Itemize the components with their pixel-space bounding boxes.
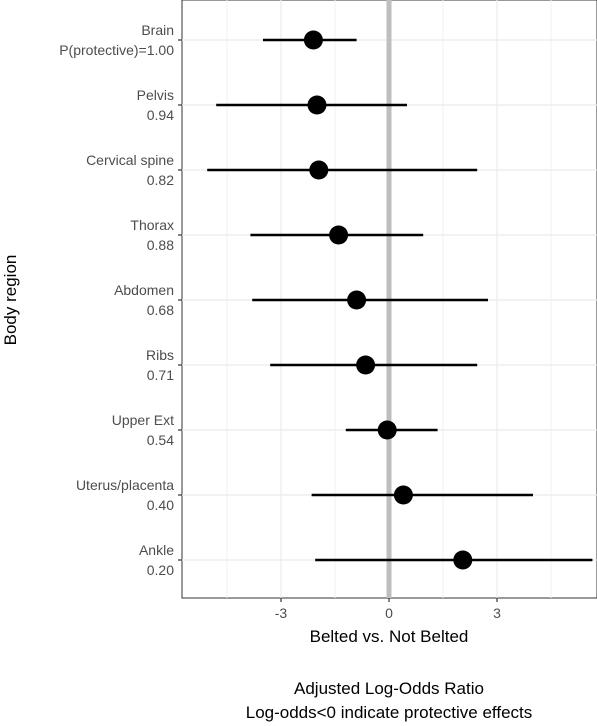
point-estimate — [393, 485, 413, 505]
subtitle-line-2: Log-odds<0 indicate protective effects — [246, 703, 533, 722]
point-estimate — [377, 420, 397, 440]
row-thorax: Thorax 0.88 — [130, 217, 424, 253]
y-axis-title: Body region — [1, 255, 20, 346]
category-label: Cervical spine — [86, 152, 174, 168]
probability-label: 0.88 — [147, 237, 174, 253]
category-label: Upper Ext — [112, 412, 174, 428]
probability-label: 0.54 — [147, 432, 174, 448]
row-uterus-placenta: Uterus/placenta 0.40 — [76, 477, 533, 513]
x-tick-label: -3 — [275, 605, 288, 621]
probability-label: 0.68 — [147, 302, 174, 318]
data-rows: Brain P(protective)=1.00 Pelvis 0.94 Cervica… — [59, 22, 593, 578]
probability-label: 0.20 — [147, 562, 174, 578]
probability-label: P(protective)=1.00 — [59, 42, 174, 58]
row-upper-ext: Upper Ext 0.54 — [112, 412, 438, 448]
category-label: Ankle — [139, 542, 174, 558]
point-estimate — [347, 290, 367, 310]
point-estimate — [329, 225, 349, 245]
category-label: Abdomen — [114, 282, 174, 298]
row-pelvis: Pelvis 0.94 — [137, 87, 407, 123]
category-label: Brain — [141, 22, 174, 38]
point-estimate — [309, 160, 329, 180]
x-axis: -3 0 3 — [275, 598, 501, 621]
category-label: Pelvis — [137, 87, 174, 103]
point-estimate — [307, 95, 327, 115]
row-abdomen: Abdomen 0.68 — [114, 282, 488, 318]
point-estimate — [356, 355, 376, 375]
category-label: Thorax — [130, 217, 174, 233]
x-axis-title: Belted vs. Not Belted — [310, 627, 469, 646]
category-label: Uterus/placenta — [76, 477, 174, 493]
probability-label: 0.71 — [147, 367, 174, 383]
subtitle-line-1: Adjusted Log-Odds Ratio — [294, 679, 484, 698]
probability-label: 0.82 — [147, 172, 174, 188]
row-ankle: Ankle 0.20 — [139, 542, 593, 578]
probability-label: 0.94 — [147, 107, 174, 123]
x-tick-label: 3 — [493, 605, 501, 621]
point-estimate — [303, 30, 323, 50]
row-cervical-spine: Cervical spine 0.82 — [86, 152, 478, 188]
point-estimate — [453, 550, 473, 570]
x-tick-label: 0 — [385, 605, 393, 621]
category-label: Ribs — [146, 347, 174, 363]
probability-label: 0.40 — [147, 497, 174, 513]
row-brain: Brain P(protective)=1.00 — [59, 22, 357, 58]
row-ribs: Ribs 0.71 — [146, 347, 478, 383]
